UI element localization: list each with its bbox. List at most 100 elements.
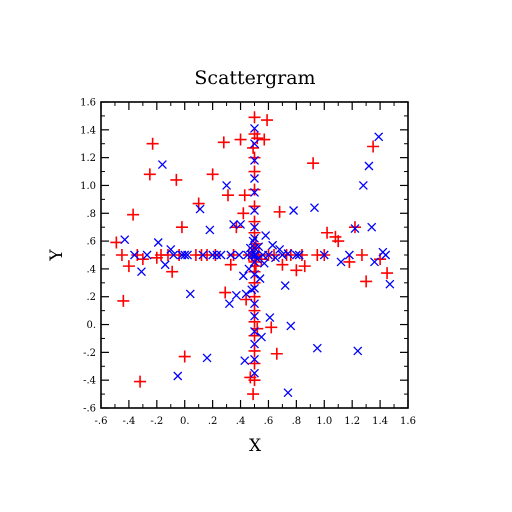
cross-marker [367,222,377,232]
plus-marker [224,258,237,271]
x-tick-label: -.6 [95,416,108,427]
cross-marker [185,289,195,299]
y-tick-label: .8 [86,209,96,220]
cross-marker [344,250,354,260]
cross-marker [280,281,290,291]
plus-marker [209,249,222,261]
plus-marker [134,375,147,388]
plus-marker [273,205,286,218]
cross-marker [312,343,322,353]
plus-marker [248,374,261,387]
cross-marker [250,283,259,293]
cross-marker [250,311,259,321]
cross-marker [364,161,374,171]
cross-marker [142,250,152,260]
cross-marker [319,250,329,260]
cross-marker [275,244,285,254]
cross-marker [130,250,139,260]
cross-marker [160,260,170,270]
cross-marker [254,242,264,252]
plus-marker [247,141,260,154]
cross-marker [263,250,273,260]
cross-marker [265,313,275,323]
cross-marker [250,368,259,378]
plus-marker [290,264,303,277]
plus-marker [217,136,230,149]
y-tick-label: -.4 [83,376,96,387]
cross-marker [250,187,259,197]
cross-marker [229,219,239,229]
cross-marker [374,132,384,142]
plus-marker [248,215,261,228]
plus-marker [367,140,380,153]
plus-marker [248,151,261,164]
plus-marker [170,173,183,186]
plus-marker [248,304,261,317]
plus-marker [248,165,261,178]
y-tick-label: -.2 [83,348,96,359]
cross-marker [250,339,259,349]
plus-marker [161,249,174,261]
x-tick-label: 1.2 [344,416,360,427]
cross-marker [226,250,236,260]
plus-marker [136,253,149,266]
cross-marker [286,321,296,331]
plus-marker [234,133,247,146]
cross-marker [208,250,218,260]
x-tick-label: -.4 [122,416,135,427]
cross-marker [310,203,319,213]
plus-marker [173,249,186,261]
plus-marker [143,168,156,181]
y-axis-label: Y [47,249,67,262]
data-points [110,111,395,401]
cross-marker [250,327,259,336]
plus-marker [117,294,130,307]
cross-marker [137,267,146,277]
plus-marker [348,221,361,234]
cross-marker [234,250,244,260]
cross-marker [180,250,190,260]
cross-marker [241,289,251,299]
cross-marker [261,231,271,240]
plus-marker [381,267,394,280]
plus-marker [175,221,188,234]
cross-marker [205,225,215,235]
plus-marker [251,132,264,145]
x-axis-label: X [249,436,262,456]
cross-marker [257,332,266,342]
plus-marker [166,265,179,278]
plus-marker [360,275,373,288]
cross-marker [353,346,363,356]
cross-marker [169,250,179,260]
cross-marker [250,250,259,260]
plus-marker [276,258,289,271]
cross-marker [166,244,176,254]
plus-marker [127,208,140,221]
plus-marker [261,114,274,127]
y-tick-label: .4 [86,264,96,275]
cross-marker [358,180,368,190]
y-tick-label: 1.4 [80,125,96,136]
cross-marker [240,356,250,366]
x-tick-label: 1.0 [316,416,332,427]
cross-marker [247,285,257,295]
x-tick-label: .2 [208,416,218,427]
x-tick-label: 1.4 [372,416,388,427]
cross-marker [198,250,208,260]
cross-marker [195,204,205,214]
cross-marker [381,250,391,260]
plus-marker [295,249,308,261]
cross-marker [255,274,265,284]
plus-marker [248,111,261,124]
y-tick-label: .6 [86,237,96,248]
plus-marker [248,315,261,328]
y-tick-label: 1.0 [80,181,96,192]
cross-marker [153,238,163,247]
plus-marker [122,260,135,273]
plus-marker [270,347,283,360]
cross-marker [250,354,259,364]
y-tick-label: -.6 [83,404,96,415]
cross-marker [216,250,226,260]
plus-marker [248,344,261,357]
plus-marker [248,226,261,239]
